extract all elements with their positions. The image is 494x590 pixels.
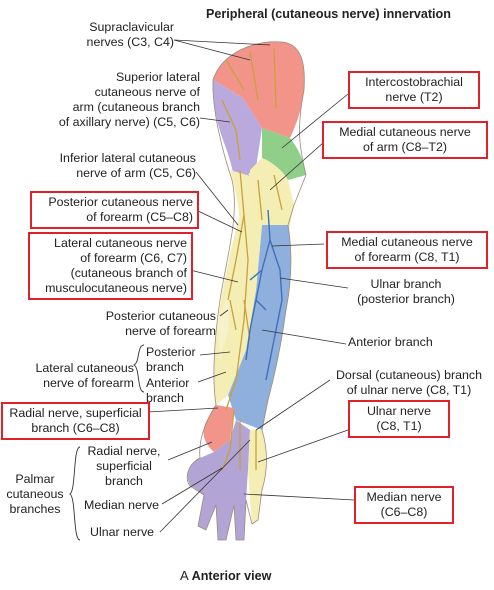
label-palmar-cutaneous-branches: Palmar cutaneous branches [6, 472, 64, 516]
label-radial-nerve-superficial-branch: Radial nerve, superficial branch [87, 444, 161, 488]
diagram-title: Peripheral (cutaneous nerve) innervation [206, 7, 451, 21]
brackets [69, 344, 145, 541]
supraclavicular-region [213, 41, 305, 138]
label-posterior-branch: Posterior branch [146, 345, 196, 374]
figure-caption: A Anterior view [180, 568, 271, 584]
caption-text: Anterior view [191, 569, 272, 583]
label-medial-cutaneous-nerve-forearm-boxed: Medial cutaneous nerve of forearm (C8, T1… [326, 231, 488, 269]
label-supraclavicular-nerves: Supraclavicular nerves (C3, C4) [86, 20, 174, 49]
axillary-region [212, 80, 262, 176]
label-inferior-lateral-cutaneous-nerve: Inferior lateral cutaneous nerve of arm (… [59, 151, 196, 180]
medial-arm-region [248, 158, 294, 238]
label-anterior-branch-right: Anterior branch [348, 335, 433, 349]
radial-hand-region [203, 405, 234, 452]
label-ulnar-nerve-left: Ulnar nerve [90, 525, 155, 539]
label-intercostobrachial-nerve-boxed: Intercostobrachial nerve (T2) [348, 71, 480, 109]
label-lateral-cutaneous-nerve-forearm-group: Lateral cutaneous nerve of forearm [35, 361, 134, 390]
label-radial-nerve-superficial-boxed: Radial nerve, superficial branch (C6–C8) [1, 402, 150, 440]
label-ulnar-branch: Ulnar branch (posterior branch) [357, 277, 455, 306]
leader-lines [147, 39, 355, 533]
label-lateral-cutaneous-nerve-forearm-boxed: Lateral cutaneous nerve of forearm (C6, C… [28, 232, 193, 300]
posterior-forearm-strip [218, 290, 230, 360]
nerve-branches [221, 47, 283, 471]
label-median-nerve-left: Median nerve [84, 498, 160, 512]
label-posterior-cutaneous-nerve-forearm-boxed: Posterior cutaneous nerve of forearm (C5–… [30, 191, 199, 229]
label-median-nerve-right-boxed: Median nerve (C6–C8) [354, 486, 454, 524]
caption-letter: A [180, 568, 188, 583]
ulnar-hand-region [248, 430, 267, 524]
lateral-forearm-region [213, 215, 262, 405]
label-medial-cutaneous-nerve-arm-boxed: Medial cutaneous nerve of arm (C8–T2) [322, 121, 488, 159]
label-anterior-branch-left: Anterior branch [146, 376, 190, 405]
label-superior-lateral-cutaneous-nerve: Superior lateral cutaneous nerve of arm (c… [58, 70, 200, 129]
intercostobrachial-region [262, 128, 306, 180]
label-ulnar-nerve-right-boxed: Ulnar nerve (C8, T1) [348, 400, 450, 438]
medial-forearm-nerve [245, 209, 283, 381]
label-posterior-cutaneous-nerve-forearm: Posterior cutaneous nerve of forearm [105, 309, 216, 338]
medial-forearm-region [228, 225, 291, 430]
arm-outline [186, 41, 307, 541]
label-dorsal-branch-ulnar-nerve: Dorsal (cutaneous) branch of ulnar nerve … [335, 368, 482, 397]
